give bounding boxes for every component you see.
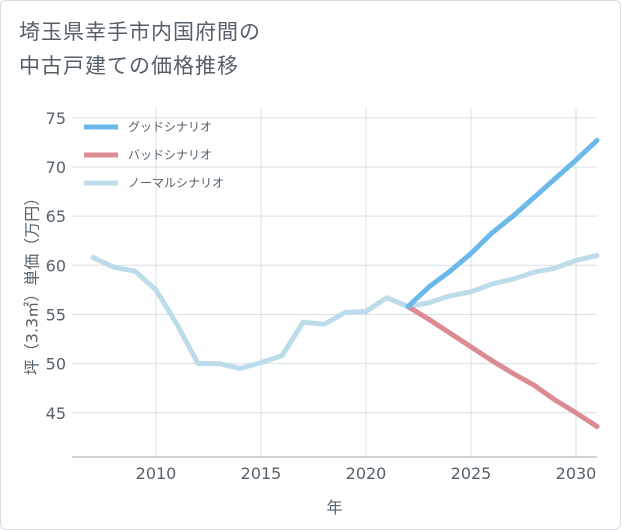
y-tick-label: 55 [46, 305, 66, 324]
series-lines [90, 137, 600, 429]
y-tick-label: 65 [46, 207, 66, 226]
x-tick-label: 2020 [346, 464, 387, 483]
chart-title-line-1: 埼玉県幸手市内国府間の [19, 20, 261, 44]
chart-title-line-2: 中古戸建ての価格推移 [19, 54, 239, 78]
chart-title: 埼玉県幸手市内国府間の 中古戸建ての価格推移 [19, 15, 261, 83]
legend-label: バッドシナリオ [128, 148, 212, 162]
axes: 45 50 55 60 65 70 75 2010 2015 2020 2025 2030 [46, 109, 597, 483]
legend-label: ノーマルシナリオ [128, 176, 224, 190]
y-tick-label: 45 [46, 404, 66, 423]
grid-lines [72, 108, 597, 457]
x-tick-label: 2015 [241, 464, 282, 483]
x-axis-title: 年 [326, 498, 342, 517]
x-tick-label: 2010 [136, 464, 177, 483]
y-tick-label: 75 [46, 109, 66, 128]
legend-label: グッドシナリオ [128, 120, 212, 134]
series-line-0 [405, 137, 600, 310]
series-line-1 [405, 304, 600, 429]
y-axis-title: 坪（3.3㎡）単価（万円） [23, 190, 42, 375]
series-line-2 [90, 253, 600, 371]
x-tick-label: 2030 [556, 464, 597, 483]
y-tick-label: 50 [46, 355, 66, 374]
y-tick-label: 60 [46, 256, 66, 275]
x-tick-label: 2025 [451, 464, 492, 483]
y-tick-label: 70 [46, 158, 66, 177]
